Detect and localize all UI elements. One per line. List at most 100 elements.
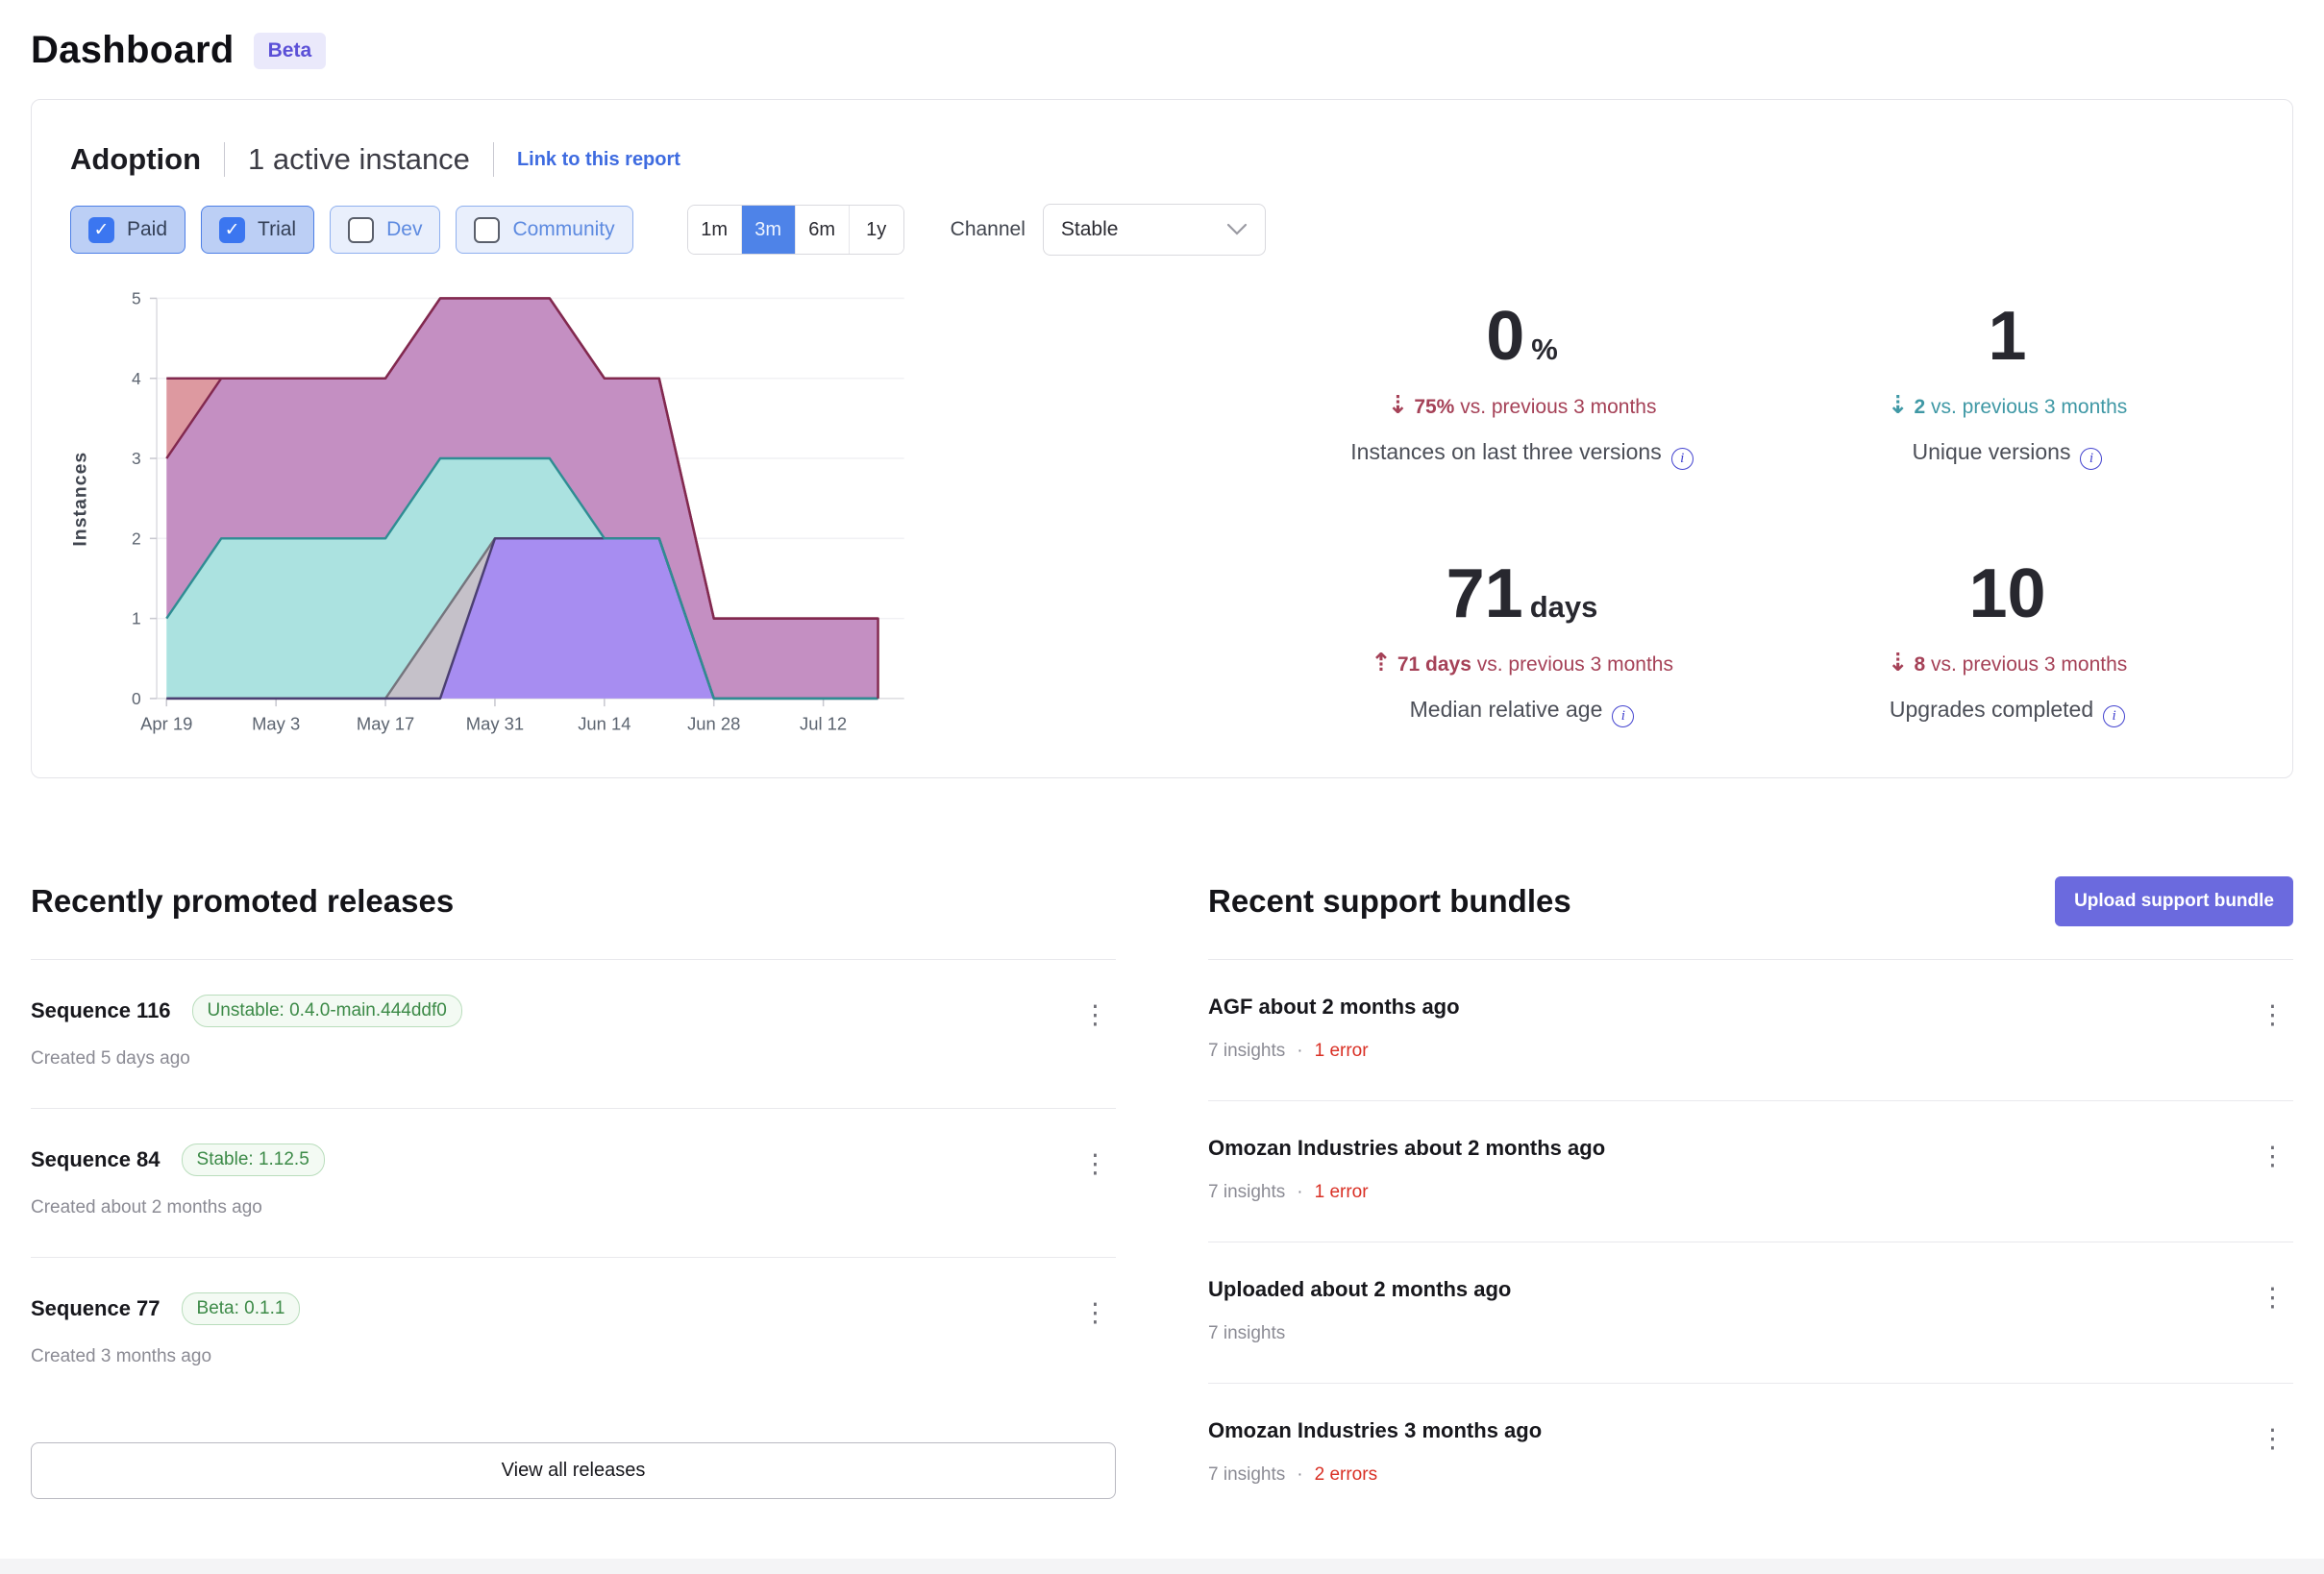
dot-separator: ·: [1297, 1464, 1303, 1485]
link-to-report[interactable]: Link to this report: [516, 148, 680, 170]
release-row: Sequence 84 Stable: 1.12.5 Created about 2…: [31, 1109, 1116, 1258]
bundle-errors: 1 error: [1314, 1182, 1369, 1202]
adoption-body: 0 1 2 3 4 5 Apr 19 May 3 May 17 May 31 Jun 14 Jun 2…: [69, 288, 2254, 741]
adoption-title: Adoption: [70, 142, 202, 176]
adoption-chart[interactable]: 0 1 2 3 4 5 Apr 19 May 3 May 17 May 31 Jun 14 Jun 2…: [69, 288, 916, 736]
filter-chips: ✓ Paid ✓ Trial Dev Community: [70, 206, 633, 254]
release-version-badge: Unstable: 0.4.0-main.444ddf0: [191, 995, 462, 1027]
stat-delta-suffix: vs. previous 3 months: [1460, 396, 1657, 418]
stat-delta-value: 71 days: [1397, 652, 1477, 676]
filter-chip-label: Paid: [127, 218, 168, 240]
line-version-teal: [165, 456, 878, 701]
svg-text:May 17: May 17: [357, 714, 414, 734]
kebab-menu-icon[interactable]: ⋮: [1082, 1298, 1108, 1327]
stat-label-text: Unique versions: [1912, 439, 2071, 464]
stat-card: 1 ⇣ 2 vs. previous 3 months Unique versions…: [1765, 302, 2250, 484]
svg-text:2: 2: [132, 529, 141, 548]
svg-text:4: 4: [132, 369, 141, 388]
bundle-insights: 7 insights: [1208, 1182, 1286, 1202]
info-icon[interactable]: i: [2103, 704, 2126, 727]
adoption-chart-box: 0 1 2 3 4 5 Apr 19 May 3 May 17 May 31 Jun 14 Jun 2…: [69, 288, 916, 741]
filter-chip-dev[interactable]: Dev: [330, 206, 441, 254]
svg-text:Jun 28: Jun 28: [687, 714, 740, 734]
bundle-row[interactable]: Omozan Industries about 2 months ago 7 in…: [1208, 1101, 2293, 1242]
kebab-menu-icon[interactable]: ⋮: [2260, 1000, 2286, 1029]
stat-delta-suffix: vs. previous 3 months: [1931, 396, 2128, 418]
upload-support-bundle-button[interactable]: Upload support bundle: [2055, 876, 2293, 926]
page-header: Dashboard Beta: [31, 29, 2293, 72]
checkbox-trial-checked[interactable]: ✓: [219, 216, 246, 243]
stat-value: 0%: [1279, 302, 1765, 371]
channel-select[interactable]: Stable: [1042, 204, 1266, 256]
kebab-menu-icon[interactable]: ⋮: [2260, 1283, 2286, 1312]
trend-down-icon: ⇣: [1387, 390, 1409, 419]
stat-number: 1: [1988, 298, 2027, 375]
svg-text:May 31: May 31: [466, 714, 524, 734]
beta-badge: Beta: [253, 32, 327, 69]
range-button-6m[interactable]: 6m: [795, 206, 850, 254]
area-version-teal: [166, 458, 878, 699]
filter-chip-label: Trial: [258, 218, 297, 240]
bundle-title: Omozan Industries 3 months ago: [1208, 1418, 1543, 1442]
stat-delta-value: 75%: [1414, 396, 1461, 418]
channel-select-value: Stable: [1060, 218, 1119, 240]
range-button-3m[interactable]: 3m: [741, 206, 796, 254]
stat-label-text: Upgrades completed: [1889, 696, 2094, 722]
dot-separator: ·: [1297, 1182, 1303, 1202]
checkbox-paid-checked[interactable]: ✓: [88, 216, 114, 243]
line-version-mauve: [165, 297, 879, 699]
kebab-menu-icon[interactable]: ⋮: [2260, 1142, 2286, 1170]
stat-delta-value: 2: [1914, 396, 1932, 418]
checkbox-dev-unchecked[interactable]: [348, 216, 375, 243]
range-button-1m[interactable]: 1m: [687, 206, 742, 254]
bundle-row[interactable]: Uploaded about 2 months ago 7 insights ⋮: [1208, 1242, 2293, 1384]
stat-delta: ⇡ 71 days vs. previous 3 months: [1279, 648, 1765, 677]
release-title: Sequence 77: [31, 1296, 161, 1320]
release-title-line: Sequence 84 Stable: 1.12.5: [31, 1144, 1116, 1176]
checkbox-community-unchecked[interactable]: [474, 216, 501, 243]
svg-text:1: 1: [132, 609, 141, 628]
filter-chip-label: Community: [512, 218, 615, 240]
stat-delta-suffix: vs. previous 3 months: [1931, 652, 2128, 676]
releases-header: Recently promoted releases: [31, 874, 1116, 928]
stat-label: Upgrades completed i: [1765, 697, 2250, 727]
bundle-meta: 7 insights · 1 error: [1208, 1041, 2293, 1062]
info-icon[interactable]: i: [1670, 448, 1694, 470]
area-version-mauve: [166, 298, 878, 699]
stat-value: 10: [1765, 559, 2250, 628]
release-version-badge: Stable: 1.12.5: [181, 1144, 325, 1176]
svg-text:May 3: May 3: [252, 714, 300, 734]
bundle-meta: 7 insights · 1 error: [1208, 1182, 2293, 1203]
filter-chip-community[interactable]: Community: [456, 206, 633, 254]
stat-label: Instances on last three versions i: [1279, 439, 1765, 470]
bundle-insights: 7 insights: [1208, 1464, 1286, 1485]
filter-chip-trial[interactable]: ✓ Trial: [201, 206, 315, 254]
release-title: Sequence 84: [31, 1147, 161, 1171]
release-row: Sequence 77 Beta: 0.1.1 Created 3 months a…: [31, 1258, 1116, 1406]
bundle-meta: 7 insights: [1208, 1323, 2293, 1344]
release-version-badge: Beta: 0.1.1: [181, 1292, 301, 1325]
filter-chip-paid[interactable]: ✓ Paid: [70, 206, 186, 254]
active-instance-count: 1 active instance: [248, 142, 470, 176]
info-icon[interactable]: i: [1612, 704, 1635, 727]
stat-unit: days: [1529, 589, 1598, 624]
kebab-menu-icon[interactable]: ⋮: [1082, 1149, 1108, 1178]
bundle-row[interactable]: Omozan Industries 3 months ago 7 insights…: [1208, 1384, 2293, 1524]
stat-label-text: Median relative age: [1409, 696, 1603, 722]
bottom-sections: Recently promoted releases Sequence 116 U…: [31, 874, 2293, 1524]
stat-delta-suffix: vs. previous 3 months: [1476, 652, 1673, 676]
kebab-menu-icon[interactable]: ⋮: [1082, 1000, 1108, 1029]
range-button-1y[interactable]: 1y: [849, 206, 903, 254]
stat-delta: ⇣ 8 vs. previous 3 months: [1765, 648, 2250, 677]
kebab-menu-icon[interactable]: ⋮: [2260, 1424, 2286, 1453]
release-title-line: Sequence 77 Beta: 0.1.1: [31, 1292, 1116, 1325]
info-icon[interactable]: i: [2080, 448, 2103, 470]
svg-text:Jun 14: Jun 14: [578, 714, 630, 734]
stat-delta: ⇣ 2 vs. previous 3 months: [1765, 390, 2250, 420]
svg-text:Jul 12: Jul 12: [800, 714, 847, 734]
footer-strip: [0, 1559, 2324, 1574]
view-all-releases-button[interactable]: View all releases: [31, 1442, 1116, 1499]
filter-chip-label: Dev: [386, 218, 423, 240]
bundle-row[interactable]: AGF about 2 months ago 7 insights · 1 error…: [1208, 960, 2293, 1101]
svg-text:3: 3: [132, 449, 141, 468]
